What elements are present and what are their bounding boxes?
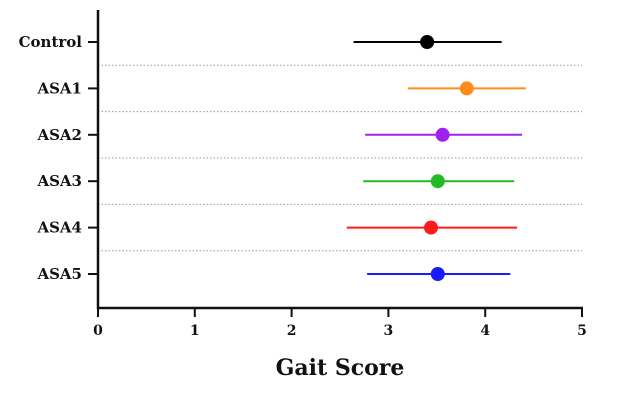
axes	[96, 10, 583, 310]
x-tick-label: 3	[384, 323, 394, 339]
category-label: ASA2	[36, 126, 82, 144]
row-asa1: ASA1	[36, 79, 526, 97]
x-axis-title: Gait Score	[276, 355, 405, 381]
row-control: Control	[19, 33, 502, 51]
rows: Control ASA1 ASA2 ASA3 ASA4 ASA5	[19, 33, 526, 283]
mean-point	[430, 267, 445, 281]
row-asa5: ASA5	[36, 265, 511, 283]
category-label: Control	[19, 33, 83, 51]
category-label: ASA5	[36, 265, 82, 283]
mean-point	[435, 127, 450, 142]
row-asa2: ASA2	[36, 126, 522, 144]
mean-point	[430, 174, 445, 189]
x-tick-label: 2	[287, 323, 297, 339]
mean-point	[423, 220, 438, 235]
x-tick-label: 1	[190, 323, 200, 339]
row-separators	[98, 64, 582, 252]
row-asa4: ASA4	[36, 219, 518, 237]
x-tick-label: 5	[577, 323, 587, 339]
category-label: ASA4	[36, 219, 82, 237]
category-label: ASA1	[36, 79, 82, 97]
mean-point	[420, 35, 435, 49]
mean-point	[459, 81, 474, 96]
x-axis-ticks: 0 1 2 3 4 5	[93, 308, 587, 339]
row-asa3: ASA3	[36, 172, 515, 190]
x-tick-label: 4	[480, 323, 490, 339]
x-tick-label: 0	[93, 323, 103, 339]
category-label: ASA3	[36, 172, 82, 190]
